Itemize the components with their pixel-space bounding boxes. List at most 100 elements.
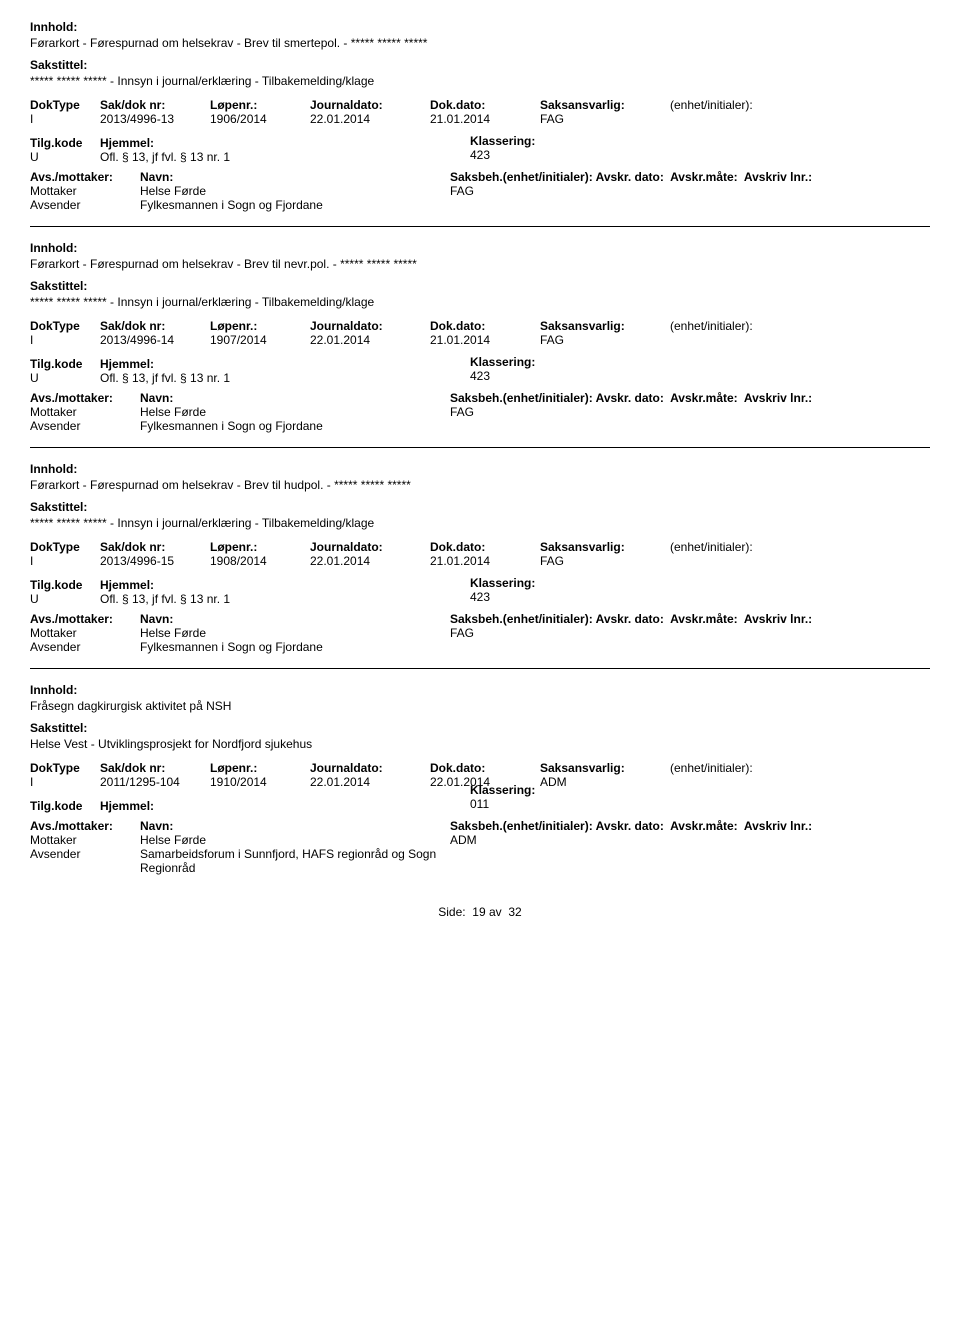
innhold-label: Innhold: bbox=[30, 241, 930, 255]
tilgkode-value: U bbox=[30, 150, 100, 164]
hjemmel-header: Hjemmel: bbox=[100, 136, 154, 150]
hjemmel-header: Hjemmel: bbox=[100, 357, 154, 371]
page-current: 19 bbox=[472, 905, 485, 919]
mottaker-navn: Helse Førde bbox=[140, 626, 450, 640]
mottaker-navn: Helse Førde bbox=[140, 184, 450, 198]
sakstittel-value: ***** ***** ***** - Innsyn i journal/erk… bbox=[30, 295, 930, 309]
mottaker-label: Mottaker bbox=[30, 626, 140, 640]
mottaker-navn: Helse Førde bbox=[140, 405, 450, 419]
sakstittel-label: Sakstittel: bbox=[30, 279, 930, 293]
tilgkode-header: Tilg.kode bbox=[30, 357, 100, 371]
dokdato-value: 21.01.2014 bbox=[430, 554, 540, 568]
sakstittel-label: Sakstittel: bbox=[30, 58, 930, 72]
saksansvarlig-value: ADM bbox=[540, 775, 670, 789]
journal-record: Innhold: Førarkort - Førespurnad om hels… bbox=[30, 462, 930, 654]
navn-header: Navn: bbox=[140, 391, 200, 405]
mottaker-saksbeh: FAG bbox=[450, 184, 474, 198]
avsender-label: Avsender bbox=[30, 198, 140, 212]
avskrdato-header: Avskr. dato: bbox=[596, 612, 664, 626]
klassering-value: 011 bbox=[470, 797, 930, 811]
saksansvarlig-header: Saksansvarlig: bbox=[540, 319, 670, 333]
navn-header: Navn: bbox=[140, 170, 200, 184]
journal-record: Innhold: Førarkort - Førespurnad om hels… bbox=[30, 241, 930, 433]
sakdok-value: 2013/4996-15 bbox=[100, 554, 210, 568]
page-footer: Side: 19 av 32 bbox=[30, 905, 930, 919]
sakdok-header: Sak/dok nr: bbox=[100, 761, 210, 775]
doktype-header: DokType bbox=[30, 540, 100, 554]
hjemmel-value: Ofl. § 13, jf fvl. § 13 nr. 1 bbox=[100, 150, 230, 164]
innhold-value: Førarkort - Førespurnad om helsekrav - B… bbox=[30, 257, 930, 271]
tilgkode-value: U bbox=[30, 371, 100, 385]
doktype-header: DokType bbox=[30, 98, 100, 112]
hjemmel-header: Hjemmel: bbox=[100, 578, 154, 592]
saksansvarlig-header: Saksansvarlig: bbox=[540, 761, 670, 775]
mottaker-saksbeh: FAG bbox=[450, 405, 474, 419]
navn-header: Navn: bbox=[140, 612, 200, 626]
avsmottaker-header: Avs./mottaker: bbox=[30, 612, 140, 626]
avskrivlnr-header: Avskriv lnr.: bbox=[744, 819, 812, 833]
avsmottaker-header: Avs./mottaker: bbox=[30, 391, 140, 405]
klassering-value: 423 bbox=[470, 590, 930, 604]
avskrdato-header: Avskr. dato: bbox=[596, 819, 664, 833]
avskrmate-header: Avskr.måte: bbox=[670, 170, 738, 184]
klassering-value: 423 bbox=[470, 148, 930, 162]
dokdato-value: 21.01.2014 bbox=[430, 112, 540, 126]
doktype-header: DokType bbox=[30, 761, 100, 775]
journal-record: Innhold: Fråsegn dagkirurgisk aktivitet … bbox=[30, 683, 930, 875]
saksbeh-header: Saksbeh.(enhet/initialer): bbox=[450, 612, 593, 626]
lopenr-value: 1908/2014 bbox=[210, 554, 310, 568]
mottaker-saksbeh: FAG bbox=[450, 626, 474, 640]
mottaker-saksbeh: ADM bbox=[450, 833, 477, 847]
avsmottaker-header: Avs./mottaker: bbox=[30, 170, 140, 184]
sakstittel-value: ***** ***** ***** - Innsyn i journal/erk… bbox=[30, 516, 930, 530]
avsender-label: Avsender bbox=[30, 640, 140, 654]
divider bbox=[30, 447, 930, 448]
enhet-header: (enhet/initialer): bbox=[670, 319, 800, 333]
enhet-header: (enhet/initialer): bbox=[670, 540, 800, 554]
avskrivlnr-header: Avskriv lnr.: bbox=[744, 391, 812, 405]
saksansvarlig-header: Saksansvarlig: bbox=[540, 540, 670, 554]
sakdok-header: Sak/dok nr: bbox=[100, 98, 210, 112]
av-label: av bbox=[489, 905, 502, 919]
avskrivlnr-header: Avskriv lnr.: bbox=[744, 170, 812, 184]
mottaker-label: Mottaker bbox=[30, 184, 140, 198]
sakdok-value: 2011/1295-104 bbox=[100, 775, 210, 789]
sakdok-header: Sak/dok nr: bbox=[100, 319, 210, 333]
enhet-header: (enhet/initialer): bbox=[670, 98, 800, 112]
doktype-value: I bbox=[30, 112, 100, 126]
page-total: 32 bbox=[508, 905, 521, 919]
avsender-navn: Fylkesmannen i Sogn og Fjordane bbox=[140, 419, 450, 433]
journaldato-value: 22.01.2014 bbox=[310, 333, 430, 347]
sakstittel-value: ***** ***** ***** - Innsyn i journal/erk… bbox=[30, 74, 930, 88]
innhold-value: Fråsegn dagkirurgisk aktivitet på NSH bbox=[30, 699, 930, 713]
saksansvarlig-value: FAG bbox=[540, 112, 670, 126]
saksbeh-header: Saksbeh.(enhet/initialer): bbox=[450, 170, 593, 184]
avsender-navn: Samarbeidsforum i Sunnfjord, HAFS region… bbox=[140, 847, 450, 875]
journal-record: Innhold: Førarkort - Førespurnad om hels… bbox=[30, 20, 930, 212]
lopenr-header: Løpenr.: bbox=[210, 540, 310, 554]
divider bbox=[30, 668, 930, 669]
avskrdato-header: Avskr. dato: bbox=[596, 391, 664, 405]
hjemmel-value: Ofl. § 13, jf fvl. § 13 nr. 1 bbox=[100, 371, 230, 385]
side-label: Side: bbox=[438, 905, 465, 919]
doktype-value: I bbox=[30, 333, 100, 347]
avsender-navn: Fylkesmannen i Sogn og Fjordane bbox=[140, 198, 450, 212]
innhold-label: Innhold: bbox=[30, 20, 930, 34]
hjemmel-header: Hjemmel: bbox=[100, 799, 154, 813]
innhold-label: Innhold: bbox=[30, 462, 930, 476]
saksbeh-header: Saksbeh.(enhet/initialer): bbox=[450, 819, 593, 833]
sakstittel-label: Sakstittel: bbox=[30, 500, 930, 514]
doktype-value: I bbox=[30, 554, 100, 568]
dokdato-header: Dok.dato: bbox=[430, 98, 540, 112]
mottaker-navn: Helse Førde bbox=[140, 833, 450, 847]
journaldato-header: Journaldato: bbox=[310, 540, 430, 554]
lopenr-header: Løpenr.: bbox=[210, 319, 310, 333]
sakstittel-value: Helse Vest - Utviklingsprosjekt for Nord… bbox=[30, 737, 930, 751]
lopenr-header: Løpenr.: bbox=[210, 761, 310, 775]
avskrdato-header: Avskr. dato: bbox=[596, 170, 664, 184]
klassering-header: Klassering: bbox=[470, 576, 930, 590]
sakstittel-label: Sakstittel: bbox=[30, 721, 930, 735]
enhet-header: (enhet/initialer): bbox=[670, 761, 800, 775]
avskrmate-header: Avskr.måte: bbox=[670, 612, 738, 626]
hjemmel-value: Ofl. § 13, jf fvl. § 13 nr. 1 bbox=[100, 592, 230, 606]
